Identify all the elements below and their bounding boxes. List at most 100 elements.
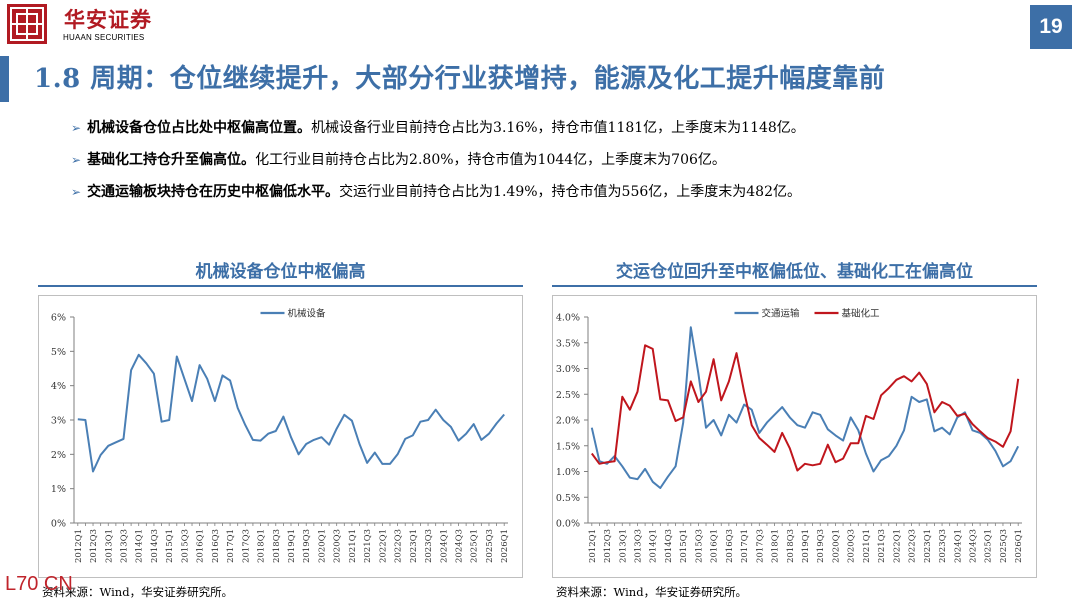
y-tick-label: 0.5% — [556, 493, 580, 504]
arrow-bullet-icon: ➢ — [71, 153, 82, 167]
bullet-item: ➢ 基础化工持仓升至偏高位。化工行业目前持仓占比为2.80%，持仓市值为1044亿… — [71, 148, 805, 180]
x-tick-label: 2019Q1 — [801, 529, 811, 563]
x-tick-label: 2016Q3 — [725, 529, 735, 563]
x-tick-label: 2023Q3 — [938, 529, 948, 563]
x-tick-label: 2020Q1 — [317, 529, 327, 563]
chart-frame — [38, 295, 523, 578]
x-tick-label: 2013Q3 — [633, 529, 643, 563]
x-tick-label: 2014Q1 — [649, 529, 659, 563]
bullet-bold: 基础化工持仓升至偏高位。 — [87, 152, 256, 168]
title-accent-bar — [0, 56, 9, 102]
x-tick-label: 2019Q3 — [302, 529, 312, 563]
x-tick-label: 2023Q1 — [409, 529, 419, 563]
x-tick-label: 2013Q1 — [104, 529, 114, 563]
x-tick-label: 2021Q1 — [348, 529, 358, 563]
bullet-bold: 机械设备仓位占比处中枢偏高位置。 — [87, 120, 312, 136]
x-tick-label: 2012Q3 — [89, 529, 99, 563]
right-chart: 0.0% 0.5% 1.0% 1.5% 2.0% 2.5% 3.0% 3.5% 4.0% 2012… — [552, 295, 1037, 578]
legend-label: 基础化工 — [842, 308, 881, 320]
bullet-text: 机械设备行业目前持仓占比为3.16%，持仓市值1181亿，上季度末为1148亿。 — [311, 120, 805, 136]
y-tick-label: 3.5% — [556, 338, 580, 349]
x-tick-label: 2015Q1 — [165, 529, 175, 563]
x-tick-label: 2013Q1 — [618, 529, 628, 563]
x-tick-label: 2013Q3 — [119, 529, 129, 563]
bullet-text: 化工行业目前持仓占比为2.80%，持仓市值为1044亿，上季度末为706亿。 — [255, 152, 726, 168]
x-tick-label: 2014Q3 — [664, 529, 674, 563]
y-tick-label: 1% — [51, 484, 66, 495]
x-tick-label: 2023Q1 — [923, 529, 933, 563]
x-tick-label: 2015Q3 — [180, 529, 190, 563]
bullet-bold: 交通运输板块持仓在历史中枢偏低水平。 — [87, 184, 340, 200]
legend-label: 交通运输 — [762, 308, 801, 320]
x-tick-label: 2017Q3 — [755, 529, 765, 563]
x-tick-label: 2020Q1 — [831, 529, 841, 563]
y-tick-label: 0% — [51, 519, 66, 530]
x-tick-label: 2024Q1 — [953, 529, 963, 563]
page-number: 19 — [1030, 5, 1072, 49]
x-tick-label: 2012Q3 — [603, 529, 613, 563]
x-tick-label: 2017Q3 — [241, 529, 251, 563]
chart-frame — [552, 295, 1037, 578]
bullet-item: ➢ 机械设备仓位占比处中枢偏高位置。机械设备行业目前持仓占比为3.16%，持仓市值… — [71, 116, 805, 148]
x-tick-label: 2018Q3 — [272, 529, 282, 563]
x-tick-label: 2024Q3 — [455, 529, 465, 563]
x-tick-label: 2023Q3 — [424, 529, 434, 563]
brand-name-en: HUAAN SECURITIES — [63, 33, 145, 42]
brand-name-cn: 华安证券 — [64, 7, 152, 32]
x-tick-label: 2012Q1 — [588, 529, 598, 563]
arrow-bullet-icon: ➢ — [71, 185, 82, 199]
huaan-logo-icon — [7, 4, 47, 44]
x-tick-label: 2026Q1 — [500, 529, 510, 563]
y-tick-label: 3.0% — [556, 364, 580, 375]
left-chart: 0% 1% 2% 3% 4% 5% 6% 2012Q1 2012Q3 2013Q1 2013Q3 20… — [38, 295, 523, 578]
arrow-bullet-icon: ➢ — [71, 121, 82, 135]
x-tick-label: 2025Q3 — [999, 529, 1009, 563]
x-tick-label: 2017Q1 — [740, 529, 750, 563]
x-tick-label: 2012Q1 — [74, 529, 84, 563]
x-tick-label: 2026Q1 — [1014, 529, 1024, 563]
y-tick-label: 4% — [51, 381, 66, 392]
x-tick-label: 2019Q1 — [287, 529, 297, 563]
bullet-list: ➢ 机械设备仓位占比处中枢偏高位置。机械设备行业目前持仓占比为3.16%，持仓市值… — [71, 116, 805, 212]
watermark-text: L70 CN — [5, 573, 73, 595]
y-tick-label: 2.5% — [556, 390, 580, 401]
y-tick-label: 1.5% — [556, 441, 580, 452]
x-tick-label: 2018Q1 — [771, 529, 781, 563]
x-tick-label: 2018Q1 — [257, 529, 267, 563]
series-line — [590, 326, 1020, 489]
x-tick-label: 2022Q1 — [378, 529, 388, 563]
y-tick-label: 0.0% — [556, 519, 580, 530]
x-tick-label: 2025Q1 — [470, 529, 480, 563]
x-tick-label: 2025Q3 — [485, 529, 495, 563]
x-tick-label: 2024Q1 — [439, 529, 449, 563]
x-tick-label: 2018Q3 — [786, 529, 796, 563]
left-chart-divider — [38, 285, 523, 287]
bullet-text: 交运行业目前持仓占比为1.49%，持仓市值为556亿，上季度末为482亿。 — [339, 184, 801, 200]
x-tick-label: 2015Q3 — [694, 529, 704, 563]
y-tick-label: 3% — [51, 416, 66, 427]
y-tick-label: 1.0% — [556, 467, 580, 478]
series-line — [77, 353, 505, 473]
y-tick-label: 6% — [51, 313, 66, 324]
right-chart-source: 资料来源：Wind，华安证券研究所。 — [556, 585, 748, 599]
y-tick-label: 2.0% — [556, 416, 580, 427]
x-tick-label: 2021Q3 — [363, 529, 373, 563]
x-tick-label: 2017Q1 — [226, 529, 236, 563]
x-tick-label: 2014Q1 — [135, 529, 145, 563]
y-tick-label: 2% — [51, 450, 66, 461]
y-tick-label: 4.0% — [556, 313, 580, 324]
x-tick-label: 2024Q3 — [969, 529, 979, 563]
left-chart-source: 资料来源：Wind，华安证券研究所。 — [42, 585, 234, 599]
legend-label: 机械设备 — [288, 308, 327, 320]
bullet-item: ➢ 交通运输板块持仓在历史中枢偏低水平。交运行业目前持仓占比为1.49%，持仓市值… — [71, 180, 805, 212]
x-tick-label: 2021Q1 — [862, 529, 872, 563]
x-tick-label: 2020Q3 — [847, 529, 857, 563]
right-chart-title: 交运仓位回升至中枢偏低位、基础化工在偏高位 — [616, 262, 973, 282]
x-tick-label: 2022Q3 — [908, 529, 918, 563]
x-tick-label: 2014Q3 — [150, 529, 160, 563]
x-tick-label: 2022Q3 — [394, 529, 404, 563]
right-chart-divider — [552, 285, 1037, 287]
x-tick-label: 2016Q1 — [710, 529, 720, 563]
x-tick-label: 2016Q3 — [211, 529, 221, 563]
x-tick-label: 2015Q1 — [679, 529, 689, 563]
